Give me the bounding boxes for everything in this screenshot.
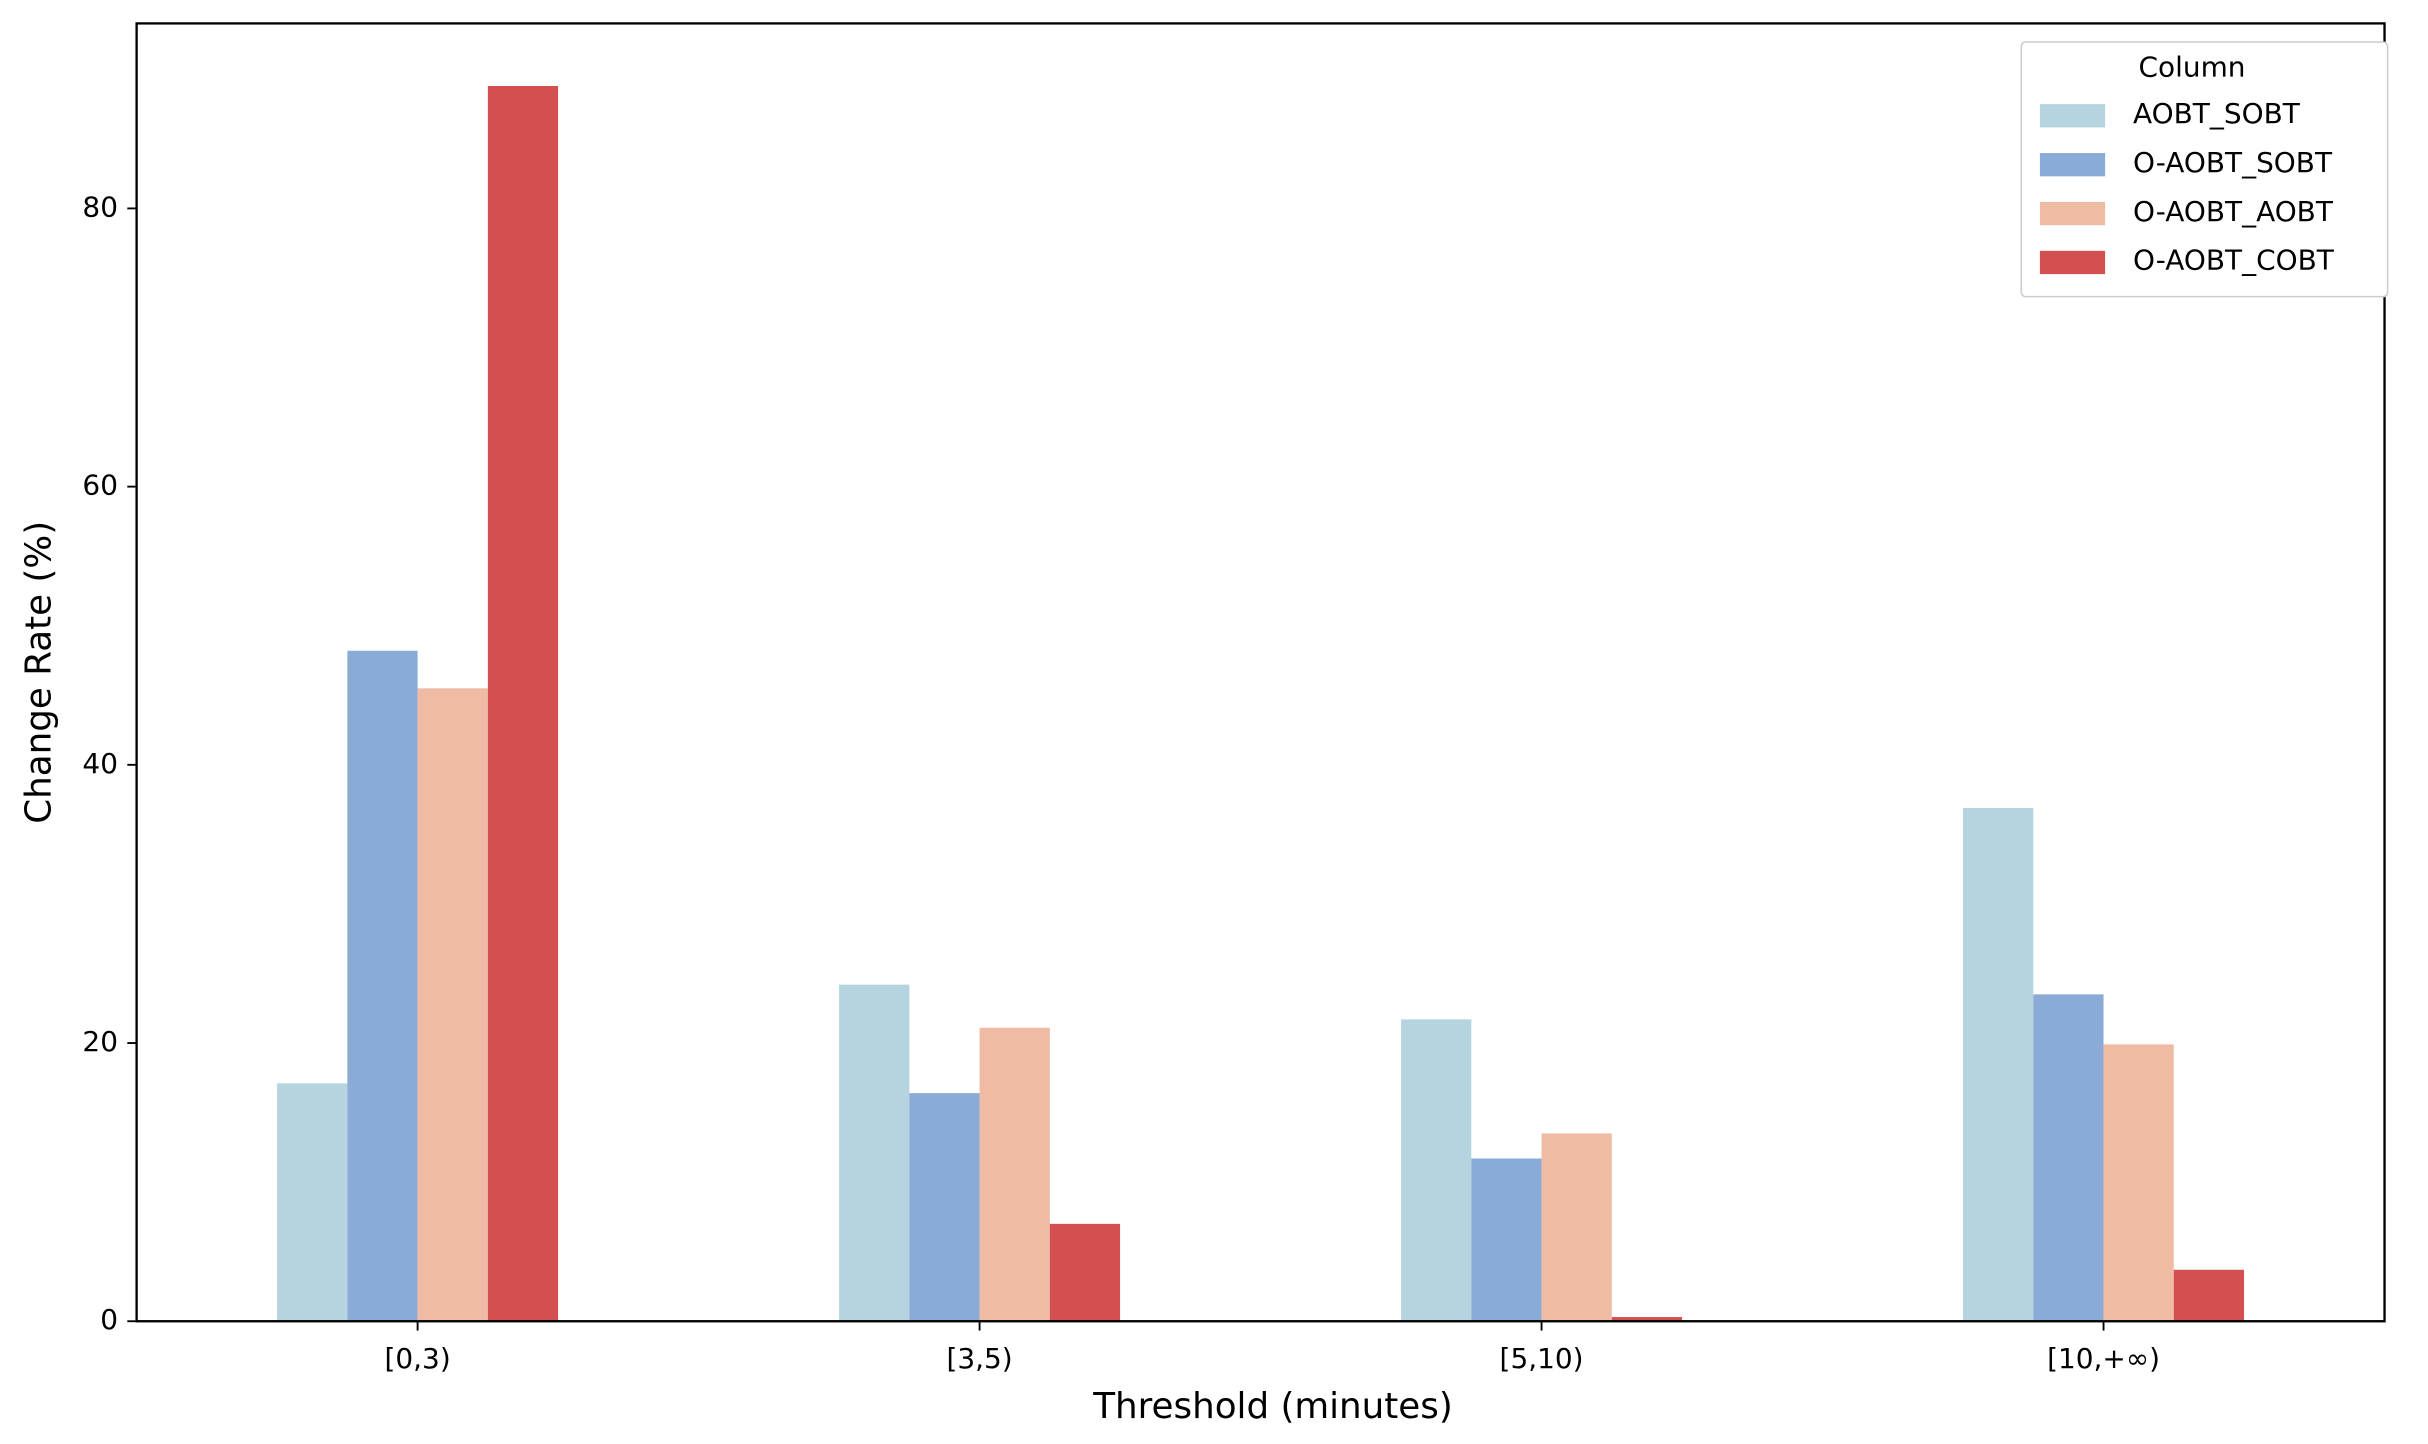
- x-tick-label: [5,10): [1500, 1342, 1584, 1375]
- y-tick-label: 0: [100, 1303, 118, 1336]
- bar: [417, 688, 488, 1322]
- bar: [1049, 1223, 1121, 1322]
- bar: [1963, 807, 2034, 1322]
- legend-label: O-AOBT_SOBT: [2133, 146, 2333, 179]
- legend-title: Column: [2139, 50, 2246, 83]
- bar: [839, 984, 910, 1322]
- x-tick-label: [3,5): [946, 1342, 1012, 1375]
- x-axis-label: Threshold (minutes): [1092, 1386, 1453, 1427]
- bar: [2033, 994, 2104, 1322]
- bar: [979, 1027, 1050, 1322]
- bar: [909, 1093, 980, 1322]
- legend-swatch: [2039, 250, 2106, 275]
- bar: [2173, 1269, 2245, 1322]
- legend-swatch: [2039, 104, 2106, 128]
- legend-box: [2020, 41, 2389, 298]
- x-tick-label: [10,+∞): [2047, 1342, 2160, 1375]
- bar: [1541, 1133, 1612, 1322]
- y-axis-label: Change Rate (%): [18, 521, 59, 824]
- y-tick-label: 80: [82, 190, 118, 223]
- y-tick-label: 20: [82, 1025, 118, 1058]
- bar: [1401, 1019, 1472, 1322]
- bar: [2103, 1044, 2174, 1322]
- bar: [487, 86, 559, 1322]
- legend-swatch: [2039, 153, 2106, 177]
- legend-label: AOBT_SOBT: [2133, 97, 2301, 130]
- bar: [1471, 1158, 1542, 1322]
- legend-swatch: [2039, 201, 2106, 226]
- legend-label: O-AOBT_AOBT: [2133, 195, 2334, 228]
- bar: [277, 1083, 348, 1322]
- bar: [1611, 1317, 1683, 1322]
- bar: [347, 650, 418, 1322]
- y-tick-label: 60: [82, 469, 118, 502]
- legend-label: O-AOBT_COBT: [2133, 244, 2335, 277]
- x-tick-label: [0,3): [384, 1342, 450, 1375]
- y-tick-label: 40: [82, 747, 118, 780]
- plot-frame: [135, 22, 2386, 1323]
